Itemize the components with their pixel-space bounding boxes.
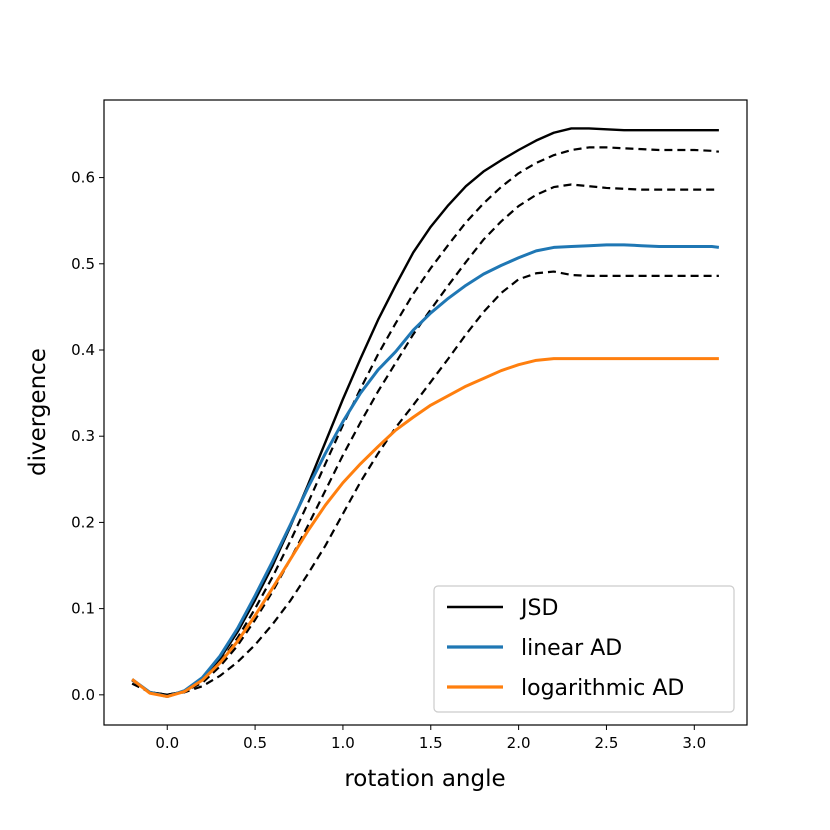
y-tick-label: 0.3 — [71, 427, 95, 445]
series-line-logarithmic-ad — [131, 357, 719, 699]
x-axis-label: rotation angle — [344, 766, 505, 792]
series-line-dashed-1 — [131, 146, 720, 696]
series-line-jsd — [131, 127, 719, 697]
legend-label-linear-ad: linear AD — [521, 636, 622, 661]
series-layer — [131, 127, 720, 699]
x-tick-label: 0.0 — [155, 734, 179, 752]
x-tick-label: 1.5 — [419, 734, 443, 752]
x-tick-label: 1.0 — [331, 734, 355, 752]
y-tick-label: 0.2 — [71, 513, 95, 531]
y-tick-label: 0.5 — [71, 255, 95, 273]
y-tick-label: 0.4 — [71, 341, 95, 359]
y-axis-label: divergence — [25, 348, 51, 476]
series-line-linear-ad — [131, 243, 720, 699]
x-tick-label: 3.0 — [682, 734, 706, 752]
legend-label-logarithmic-ad: logarithmic AD — [521, 676, 684, 701]
y-tick-label: 0.1 — [71, 600, 95, 618]
series-line-dashed-3 — [131, 270, 719, 696]
legend: JSD linear AD logarithmic AD — [433, 585, 735, 713]
x-tick-label: 2.0 — [507, 734, 531, 752]
series-line-dashed-2 — [131, 183, 719, 696]
y-tick-label: 0.0 — [71, 686, 95, 704]
y-axis: 0.0 0.1 0.2 0.3 0.4 0.5 0.6 — [71, 169, 104, 704]
x-tick-label: 2.5 — [595, 734, 619, 752]
x-axis: 0.0 0.5 1.0 1.5 2.0 2.5 3.0 — [155, 725, 706, 752]
plot-frame — [103, 99, 748, 726]
y-tick-label: 0.6 — [71, 169, 95, 187]
legend-box — [433, 585, 735, 713]
x-tick-label: 0.5 — [243, 734, 267, 752]
legend-label-jsd: JSD — [519, 596, 558, 621]
